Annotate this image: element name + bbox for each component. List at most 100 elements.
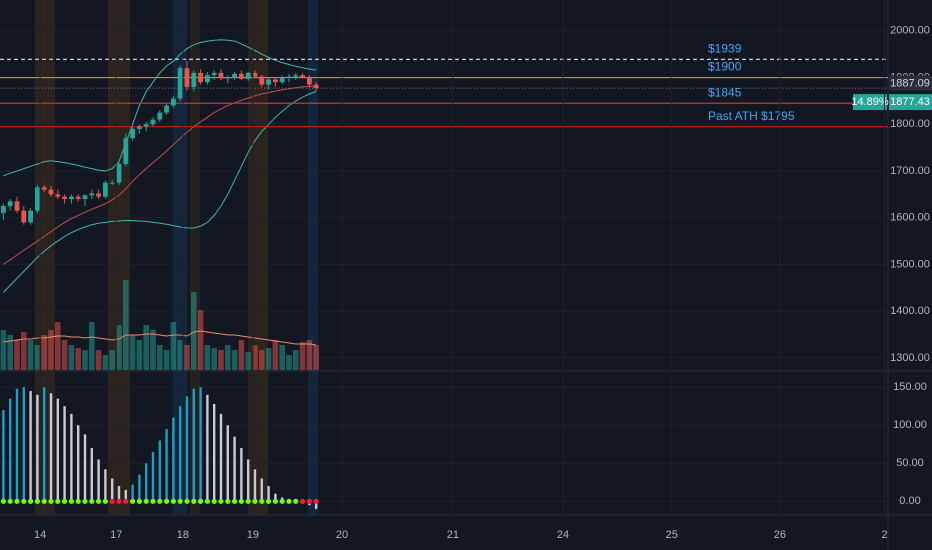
candle-body xyxy=(272,79,278,83)
oscillator-bar xyxy=(253,469,257,502)
volume-bar xyxy=(129,335,136,370)
oscillator-bar xyxy=(97,459,100,502)
y-tick-label: 1800.00 xyxy=(890,118,930,130)
oscillator-bar xyxy=(172,417,175,502)
squeeze-dot xyxy=(218,498,224,504)
volume-bar xyxy=(54,322,61,370)
volume-bar xyxy=(95,350,102,370)
volume-bar xyxy=(292,350,299,370)
volume-bar xyxy=(272,340,279,370)
volume-bar xyxy=(218,350,224,370)
candle-body xyxy=(198,72,203,83)
volume-bar xyxy=(204,345,211,370)
y-tick-label: 1300.00 xyxy=(890,352,930,364)
volume-bar xyxy=(197,310,204,370)
change-badge xyxy=(853,94,887,111)
squeeze-dot xyxy=(116,498,122,504)
volume-bar xyxy=(41,335,47,370)
candle-body xyxy=(184,68,190,87)
volume-bar xyxy=(190,292,197,370)
squeeze-dot xyxy=(204,498,210,504)
volume-bar xyxy=(279,345,285,370)
volume-bar xyxy=(258,350,265,370)
volume-bar xyxy=(20,332,27,370)
candle-body xyxy=(62,196,67,200)
candle-body xyxy=(191,72,197,87)
x-tick-label: 26 xyxy=(774,529,786,541)
x-tick-label: 21 xyxy=(447,529,459,541)
candle-body xyxy=(300,75,305,78)
volume-bar xyxy=(7,335,13,370)
volume-bar xyxy=(88,322,95,370)
oscillator-bar xyxy=(29,391,32,502)
oscillator-bar xyxy=(267,486,270,502)
level-label: Past ATH $1795 xyxy=(708,109,795,123)
oscillator-bar xyxy=(90,448,93,502)
level-label: $1900 xyxy=(708,60,742,74)
volume-ma-line xyxy=(3,330,317,346)
candle-body xyxy=(34,187,40,211)
candle-body xyxy=(157,112,163,120)
oscillator-bar xyxy=(110,478,114,502)
last-price-badge xyxy=(889,94,932,111)
x-tick-label: 19 xyxy=(247,529,259,541)
squeeze-dot xyxy=(48,498,54,504)
squeeze-dot xyxy=(286,498,292,504)
candle-body xyxy=(218,72,224,79)
candle-body xyxy=(21,210,27,223)
squeeze-dot xyxy=(191,498,197,504)
squeeze-dot xyxy=(225,498,231,504)
volume-bar xyxy=(75,348,81,370)
y-tick-label: 100.00 xyxy=(893,419,927,431)
volume-bar xyxy=(68,345,75,370)
y-tick-label: 1700.00 xyxy=(890,165,930,177)
volume-bar xyxy=(122,280,129,370)
candle-body xyxy=(232,73,237,78)
squeeze-dot xyxy=(272,498,278,504)
ma-price-badge xyxy=(889,75,932,91)
candle-body xyxy=(0,206,6,214)
volume-bar xyxy=(156,345,163,370)
oscillator-bar xyxy=(56,398,59,502)
volume-bar xyxy=(143,325,149,370)
volume-bar xyxy=(102,355,109,370)
volume-bar xyxy=(177,340,183,370)
volume-bar xyxy=(14,340,20,370)
y-tick-label: 1600.00 xyxy=(890,212,930,224)
oscillator-bar xyxy=(138,474,141,502)
squeeze-dot xyxy=(259,498,265,504)
x-tick-label: 24 xyxy=(557,529,569,541)
y-tick-label: 1500.00 xyxy=(890,258,930,270)
squeeze-dot xyxy=(238,498,244,504)
squeeze-dot xyxy=(184,498,190,504)
candle-body xyxy=(136,126,142,129)
squeeze-dot xyxy=(7,498,13,504)
bb-basis-line xyxy=(3,85,317,265)
candle-body xyxy=(96,193,101,197)
oscillator-bar xyxy=(151,451,155,502)
squeeze-dot xyxy=(163,498,170,504)
squeeze-dot xyxy=(211,498,217,504)
volume-bar xyxy=(48,330,54,370)
squeeze-dot xyxy=(265,498,272,504)
oscillator-bar xyxy=(246,459,250,502)
change-label: 14.89% xyxy=(851,96,889,108)
squeeze-dot xyxy=(293,498,299,504)
oscillator-bar xyxy=(199,387,202,502)
candle-body xyxy=(143,124,149,127)
ma-price-label: 1887.09 xyxy=(890,77,930,89)
volume-bar xyxy=(163,350,170,370)
oscillator-bar xyxy=(165,429,168,502)
candle-body xyxy=(286,76,292,78)
volume-bar xyxy=(34,345,41,370)
squeeze-dot xyxy=(313,498,319,504)
squeeze-dot xyxy=(306,498,312,504)
oscillator-bar xyxy=(131,484,134,502)
x-tick-label: 20 xyxy=(336,529,348,541)
x-tick-label: 14 xyxy=(34,529,46,541)
oscillator-bar xyxy=(104,469,107,502)
volume-bar xyxy=(238,340,245,370)
x-tick-label: 17 xyxy=(110,529,122,541)
volume-bar xyxy=(299,342,306,370)
x-tick-label: 2 xyxy=(882,529,888,541)
